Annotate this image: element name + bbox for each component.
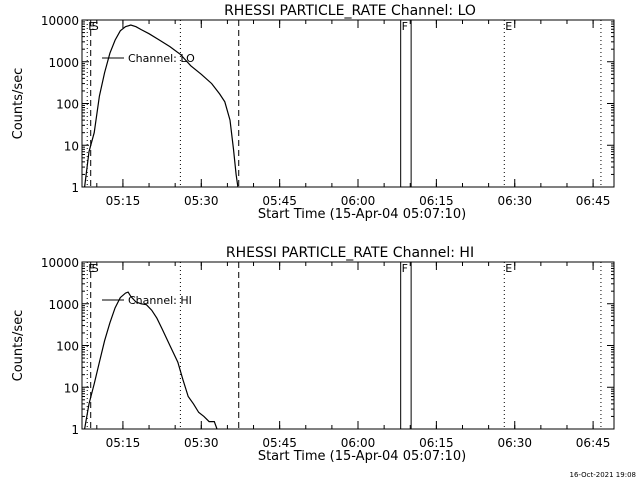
footer-timestamp: 16-Oct-2021 19:08 — [569, 471, 636, 479]
y-tick-label: 100 — [56, 98, 79, 112]
x-tick-label: 06:15 — [419, 194, 454, 208]
chart-panel-2: RHESSI PARTICLE_RATE Channel: HI 1 10 100 10… — [11, 245, 615, 464]
x-tick-label: 05:45 — [262, 194, 297, 208]
y-tick-label: 100 — [56, 340, 79, 354]
series-line — [84, 24, 239, 188]
event-marker-label: E — [505, 20, 512, 33]
y-tick-label: 1 — [71, 423, 79, 437]
y-tick-label: 10000 — [41, 14, 79, 28]
y-tick-label: 10 — [64, 381, 79, 395]
x-tick-label: 06:30 — [497, 436, 532, 450]
x-axis-label: Start Time (15-Apr-04 05:07:10) — [258, 449, 466, 464]
x-axis-label: Start Time (15-Apr-04 05:07:10) — [258, 207, 466, 222]
y-tick-label: 1000 — [48, 298, 79, 312]
plot-frame — [81, 19, 615, 188]
event-marker-label: S — [92, 262, 99, 275]
y-axis-label: Counts/sec — [11, 310, 26, 382]
series-line — [84, 291, 218, 430]
event-marker-label: F — [402, 262, 408, 275]
y-tick-label: 1000 — [48, 56, 79, 70]
x-tick-label: 05:15 — [106, 194, 141, 208]
x-tick-label: 06:30 — [497, 194, 532, 208]
chart-panel-1: RHESSI PARTICLE_RATE Channel: LO 1 10 100 10… — [11, 3, 615, 222]
x-tick-label: 05:15 — [106, 436, 141, 450]
y-axis-label: Counts/sec — [11, 68, 26, 140]
event-marker-label: F — [402, 20, 408, 33]
x-tick-label: 05:30 — [184, 194, 219, 208]
y-tick-label: 10000 — [41, 256, 79, 270]
event-marker-label: S — [92, 20, 99, 33]
y-tick-label: 1 — [71, 181, 79, 195]
x-tick-label: 06:00 — [341, 194, 376, 208]
x-tick-label: 06:00 — [341, 436, 376, 450]
x-tick-label: 06:15 — [419, 436, 454, 450]
plot-frame — [81, 261, 615, 430]
x-tick-label: 06:45 — [576, 194, 611, 208]
chart-title: RHESSI PARTICLE_RATE Channel: HI — [226, 245, 474, 261]
event-marker-label: E — [88, 262, 95, 275]
legend-label: Channel: LO — [128, 52, 195, 65]
chart-title: RHESSI PARTICLE_RATE Channel: LO — [224, 3, 476, 19]
x-tick-label: 05:45 — [262, 436, 297, 450]
legend-label: Channel: HI — [128, 294, 192, 307]
event-marker-label: E — [505, 262, 512, 275]
x-tick-label: 05:30 — [184, 436, 219, 450]
event-marker-label: E — [88, 20, 95, 33]
x-tick-label: 06:45 — [576, 436, 611, 450]
y-tick-label: 10 — [64, 139, 79, 153]
